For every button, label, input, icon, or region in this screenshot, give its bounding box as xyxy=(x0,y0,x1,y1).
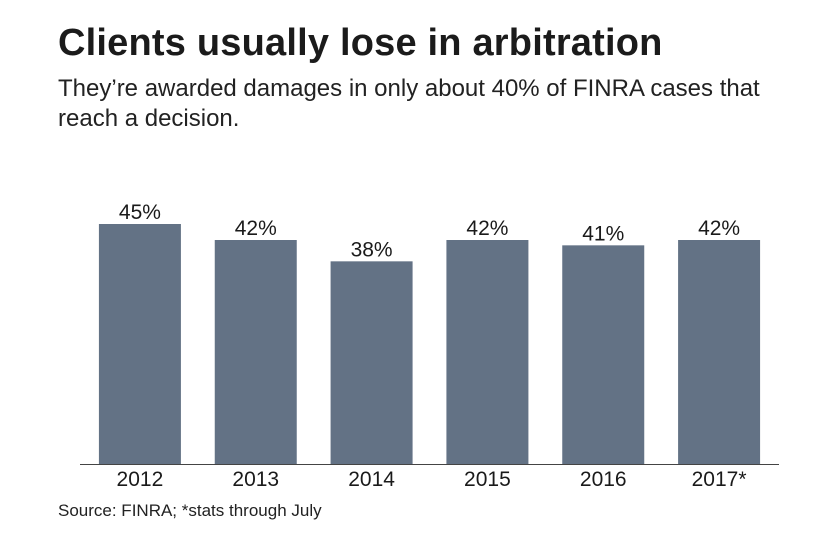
bar-2014 xyxy=(330,261,413,464)
value-labels-group: 45% 42% 38% 42% 41% 42% xyxy=(119,201,740,261)
x-tick-label: 2017* xyxy=(692,468,747,491)
chart-title: Clients usually lose in arbitration xyxy=(58,22,663,64)
bar-2012 xyxy=(98,224,181,464)
x-tick-label: 2012 xyxy=(117,468,164,491)
value-label: 42% xyxy=(235,217,277,240)
x-tick-label: 2014 xyxy=(348,468,395,491)
bar-2013 xyxy=(214,240,297,464)
bar-2017 xyxy=(678,240,761,464)
x-tick-label: 2016 xyxy=(580,468,627,491)
value-label: 45% xyxy=(119,201,161,224)
value-label: 42% xyxy=(466,217,508,240)
x-tick-label: 2013 xyxy=(232,468,279,491)
bars-group xyxy=(98,224,761,464)
x-tick-label: 2015 xyxy=(464,468,511,491)
value-label: 41% xyxy=(582,222,624,245)
x-tick-labels-group: 2012 2013 2014 2015 2016 2017* xyxy=(117,468,747,491)
bar-2015 xyxy=(446,240,529,464)
source-note: Source: FINRA; *stats through July xyxy=(58,501,322,520)
bar-2016 xyxy=(562,245,645,464)
chart-subtitle: They’re awarded damages in only about 40… xyxy=(58,75,760,132)
value-label: 42% xyxy=(698,217,740,240)
value-label: 38% xyxy=(351,238,393,261)
